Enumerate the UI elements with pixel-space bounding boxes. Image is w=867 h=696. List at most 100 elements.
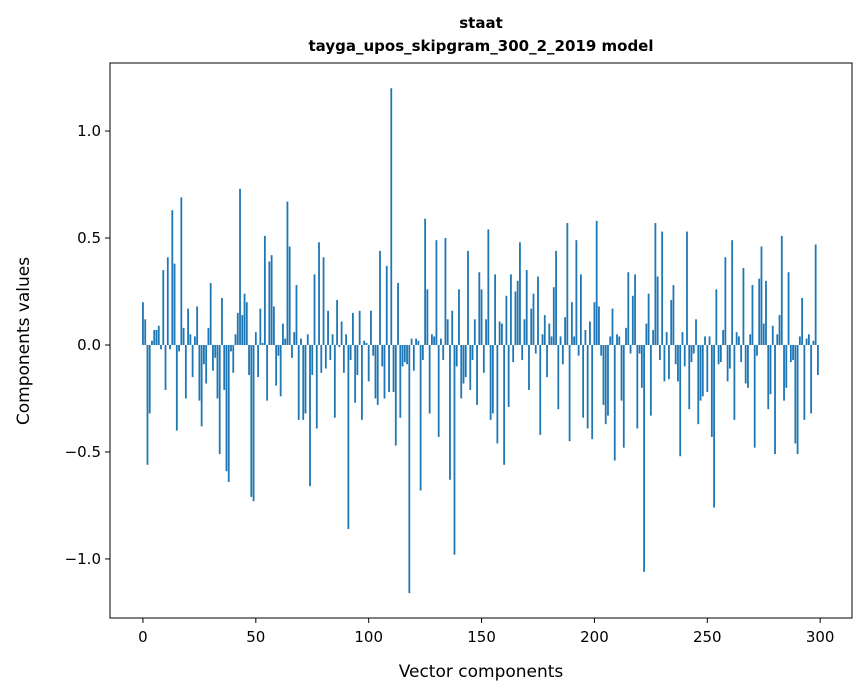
bar — [203, 344, 205, 365]
bar — [345, 334, 348, 345]
bar — [566, 223, 569, 345]
bar — [801, 297, 804, 345]
bar — [428, 344, 431, 414]
bar — [313, 274, 316, 345]
bar — [507, 344, 510, 408]
bar — [385, 265, 388, 345]
bar — [803, 344, 806, 420]
bar — [489, 344, 492, 420]
bar — [453, 344, 456, 555]
bar — [309, 344, 311, 487]
bar — [232, 344, 235, 373]
bar — [679, 344, 682, 457]
bar — [166, 257, 169, 345]
bar — [214, 344, 217, 358]
bar — [634, 274, 636, 345]
bar — [643, 344, 645, 572]
bar — [205, 344, 208, 384]
bar — [392, 344, 395, 393]
bar — [259, 308, 262, 345]
bar — [692, 344, 695, 354]
bar — [532, 293, 535, 345]
bar — [370, 310, 372, 345]
bar — [444, 238, 447, 345]
bar — [286, 201, 289, 345]
bar — [295, 285, 298, 345]
bar — [433, 336, 436, 345]
bar — [753, 344, 756, 448]
bar — [223, 344, 226, 390]
bar — [207, 327, 210, 345]
bar — [356, 344, 359, 375]
bar — [372, 344, 375, 356]
bar — [250, 344, 253, 497]
bar — [817, 344, 819, 375]
bar — [336, 300, 338, 345]
bar — [318, 242, 320, 345]
bar — [169, 344, 171, 350]
bar — [539, 344, 542, 435]
bar — [282, 323, 284, 345]
bar — [559, 336, 562, 345]
y-tick-label: −0.5 — [65, 443, 101, 461]
bar — [514, 291, 517, 345]
bar — [525, 270, 528, 345]
bar — [142, 302, 144, 345]
bar — [609, 336, 612, 345]
bar — [649, 344, 652, 416]
bar — [561, 344, 564, 365]
bar — [367, 344, 370, 382]
bar — [771, 325, 774, 345]
x-tick-label: 250 — [693, 628, 722, 646]
bar — [464, 344, 467, 378]
bar — [383, 344, 386, 399]
plot-frame — [109, 62, 853, 619]
bar — [209, 282, 212, 345]
bar — [618, 336, 621, 345]
bar — [410, 338, 413, 345]
bar — [212, 344, 214, 371]
bar — [681, 332, 684, 345]
bar — [690, 344, 693, 363]
bar — [807, 334, 810, 345]
bar — [421, 344, 424, 360]
bar — [758, 278, 761, 345]
bar — [241, 315, 244, 345]
bar — [376, 344, 379, 405]
bar — [435, 240, 438, 345]
bar — [670, 300, 673, 345]
bar — [419, 344, 422, 491]
bar — [654, 223, 657, 345]
bar — [239, 188, 241, 345]
bar — [408, 344, 411, 594]
bar — [767, 344, 770, 410]
bar — [541, 334, 544, 345]
bar — [778, 315, 781, 345]
bar — [236, 312, 239, 345]
bar — [613, 344, 616, 461]
bar — [171, 210, 174, 345]
y-axis-label: Components values — [14, 257, 34, 425]
bar — [327, 310, 329, 345]
bar — [379, 250, 381, 345]
x-tick-label: 100 — [354, 628, 383, 646]
bar — [261, 342, 264, 345]
bar — [577, 344, 580, 356]
bar — [760, 246, 763, 345]
y-tick-label: 0.5 — [77, 229, 101, 247]
bar — [442, 344, 445, 360]
bar — [193, 336, 196, 345]
bar — [230, 344, 232, 352]
bar — [399, 344, 402, 418]
bar — [785, 344, 788, 388]
bar — [300, 338, 302, 345]
bar — [647, 293, 650, 345]
bar — [162, 270, 165, 345]
bar — [347, 344, 350, 529]
bar — [160, 344, 162, 350]
bar — [320, 344, 323, 373]
x-axis-label: Vector components — [399, 662, 564, 682]
bar — [600, 344, 603, 356]
bar — [218, 344, 221, 455]
bar — [665, 332, 668, 345]
